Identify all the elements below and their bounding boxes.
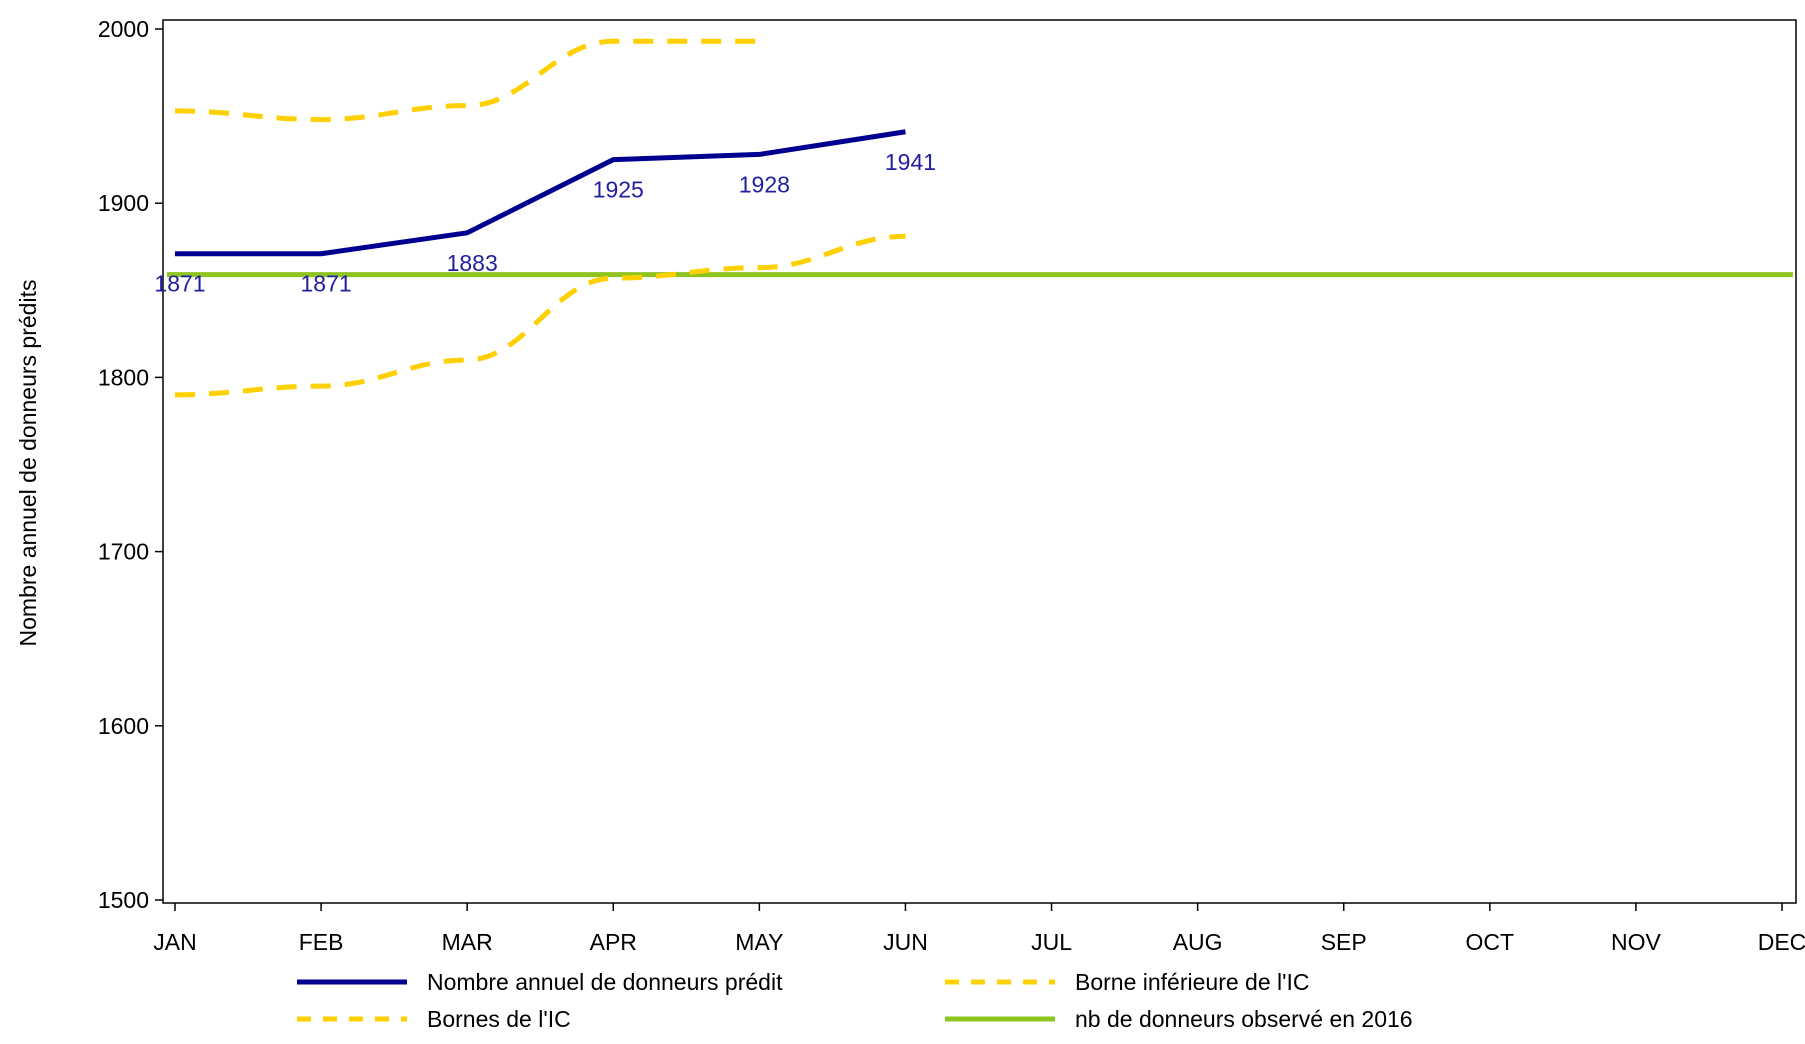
x-tick-label: MAY [735, 929, 783, 955]
data-label: 1883 [447, 250, 498, 276]
series-predicted-line [175, 129, 906, 257]
x-tick-label: APR [590, 929, 637, 955]
y-tick-label: 1500 [98, 887, 149, 913]
data-label: 1925 [593, 177, 644, 203]
series-layer [167, 38, 1793, 398]
x-tick-label: JUN [883, 929, 928, 955]
y-tick-label: 1900 [98, 190, 149, 216]
series-ci-lower-line [174, 233, 906, 398]
legend-label: Borne inférieure de l'IC [1075, 969, 1310, 995]
legend-label: Bornes de l'IC [427, 1006, 571, 1032]
y-axis-title: Nombre annuel de donneurs prédits [15, 280, 41, 647]
data-label: 1941 [885, 149, 936, 175]
plot-frame [162, 19, 1797, 904]
x-tick-label: DEC [1758, 929, 1805, 955]
y-tick-label: 1800 [98, 364, 149, 390]
x-tick-label: NOV [1611, 929, 1662, 955]
x-axis: JAN FEB MAR APR MAY JUN JUL AUG SEP OCT NOV DEC [153, 903, 1805, 955]
x-tick-label: FEB [299, 929, 344, 955]
x-tick-label: SEP [1321, 929, 1367, 955]
y-axis: 1500 1600 1700 1800 1900 2000 [98, 16, 163, 913]
series-ci-upper-line [174, 38, 760, 123]
x-tick-label: AUG [1173, 929, 1223, 955]
x-tick-label: JAN [153, 929, 196, 955]
x-tick-label: JUL [1031, 929, 1072, 955]
y-tick-label: 2000 [98, 16, 149, 42]
y-tick-label: 1600 [98, 713, 149, 739]
data-label: 1871 [301, 271, 352, 297]
y-tick-label: 1700 [98, 539, 149, 565]
x-tick-label: OCT [1466, 929, 1515, 955]
data-label-layer: 1871 1871 1883 1925 1928 1941 [154, 149, 936, 297]
data-label: 1871 [154, 271, 205, 297]
data-label: 1928 [739, 171, 790, 197]
legend: Nombre annuel de donneurs prédit Borne in… [297, 969, 1413, 1032]
legend-label: Nombre annuel de donneurs prédit [427, 969, 783, 995]
x-tick-label: MAR [442, 929, 493, 955]
legend-label: nb de donneurs observé en 2016 [1075, 1006, 1413, 1032]
